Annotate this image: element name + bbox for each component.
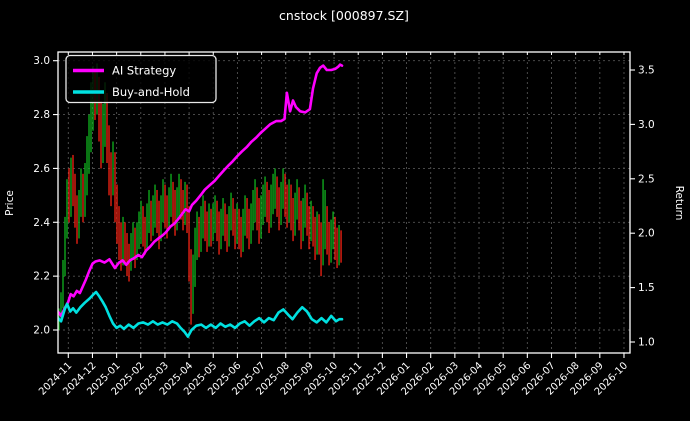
return-tick-label: 3.5 [638, 65, 655, 77]
series-line-buy-and-hold [58, 290, 344, 338]
return-tick-label: 2.5 [638, 173, 655, 185]
axis-tick-labels: 2024-112024-122025-012025-022025-032025-… [33, 55, 654, 397]
price-tick-label: 2.0 [33, 325, 50, 337]
price-candles [58, 63, 342, 330]
return-series-lines [58, 63, 344, 338]
return-tick-label: 1.5 [638, 282, 655, 294]
price-tick-label: 3.0 [33, 55, 50, 67]
right-axis-label: Return [673, 186, 685, 221]
price-tick-label: 2.4 [33, 217, 50, 229]
price-tick-label: 2.6 [33, 163, 50, 175]
return-tick-label: 1.0 [638, 337, 655, 349]
legend: AI Strategy Buy-and-Hold [65, 54, 217, 104]
legend-label-ai-strategy: AI Strategy [112, 64, 176, 78]
chart-title: cnstock [000897.SZ] [279, 8, 409, 23]
plot-frame [57, 51, 631, 354]
price-tick-label: 2.2 [33, 271, 50, 283]
series-line-ai-strategy [58, 63, 344, 318]
axis-ticks [53, 52, 635, 358]
return-tick-label: 2.0 [638, 228, 655, 240]
price-tick-label: 2.8 [33, 109, 50, 121]
legend-label-buy-and-hold: Buy-and-Hold [112, 85, 190, 99]
return-tick-label: 3.0 [638, 119, 655, 131]
left-axis-label: Price [4, 190, 16, 216]
